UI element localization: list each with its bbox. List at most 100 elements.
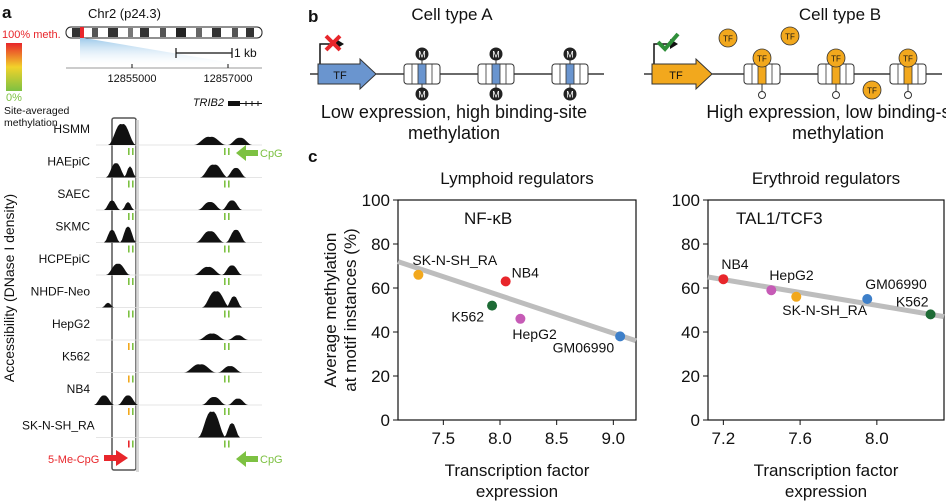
cpg-tick [128, 440, 130, 448]
dnase-peak [202, 397, 226, 405]
cpg-tick [128, 213, 130, 220]
y-tick-label: 60 [681, 279, 700, 298]
locus-marker [80, 27, 84, 38]
panel-letter-b: b [308, 7, 318, 26]
cell-a-caption-1: Low expression, high binding-site [321, 102, 587, 122]
activate-check-icon [656, 32, 680, 52]
dnase-peak [122, 202, 134, 210]
point-label: HepG2 [769, 267, 814, 283]
y-tick-label: 40 [681, 323, 700, 342]
dnase-peak [120, 226, 136, 243]
chromosome-label: Chr2 (p24.3) [88, 6, 161, 21]
data-point [500, 276, 511, 287]
x-axis-label-2: expression [476, 482, 558, 501]
data-point [413, 269, 424, 280]
dnase-peak [196, 231, 224, 243]
repress-cross-icon [324, 34, 342, 52]
y-tick-label: 20 [371, 367, 390, 386]
cpg-tick [224, 245, 226, 253]
methyl-mark-label: M [418, 90, 426, 100]
cpg-tick [228, 278, 230, 285]
track-label: HAEpiC [47, 155, 90, 169]
dnase-peak [102, 302, 114, 308]
data-point [515, 313, 526, 324]
dnase-peak [228, 398, 248, 405]
track-hepg2: HepG2 [52, 317, 262, 350]
track-saec: SAEC [57, 187, 262, 220]
cpg-tick [228, 408, 230, 415]
x-axis-label-1: Transcription factor [445, 461, 590, 480]
x-tick-label: 7.2 [712, 429, 736, 448]
tf-gene-a-label: TF [333, 70, 347, 82]
tf-protein [898, 48, 918, 68]
dnase-peak [194, 136, 226, 145]
dnase-peak [226, 229, 246, 243]
cpg-tick [132, 245, 134, 253]
chart-ylabel-2: at motif instances (%) [341, 228, 360, 391]
y-tick-label: 80 [371, 235, 390, 254]
free-tf-label: TF [867, 87, 877, 96]
tf-protein [752, 48, 772, 68]
dnase-peak [106, 263, 130, 275]
dnase-peak [222, 265, 242, 275]
cpg-tick [228, 245, 230, 253]
track-nb4: NB4 [67, 382, 262, 415]
methyl-mark-label: M [566, 50, 574, 60]
dnase-peak [226, 296, 242, 308]
methyl-mark-label: M [566, 90, 574, 100]
data-point [487, 300, 498, 311]
chart-title: Erythroid regulators [752, 169, 900, 188]
point-label: SK-N-SH_RA [782, 302, 867, 318]
methyl-mark [563, 87, 577, 101]
cpg-tick [128, 148, 130, 155]
methyl-mark-label: M [492, 90, 500, 100]
inset-label: NF-κB [464, 209, 512, 228]
dnase-peak [224, 423, 240, 438]
dnase-peak [198, 411, 226, 438]
cpg-arrow-top: CpG [236, 145, 283, 161]
nucleosome: TF [817, 48, 855, 99]
dnase-peak [184, 364, 216, 373]
chart-ylabel-1: Average methylation [321, 233, 340, 388]
cpg-tick [132, 278, 134, 285]
cpg-tick [224, 278, 226, 285]
accessibility-axis-label: Accessibility (DNase I density) [1, 194, 17, 382]
dnase-peak [226, 167, 246, 178]
cpg-tick [132, 408, 134, 415]
cpg-tick [228, 375, 230, 383]
dnase-peak [108, 124, 136, 145]
cpg-label-bottom: CpG [260, 454, 283, 466]
y-tick-label: 80 [681, 235, 700, 254]
cpg-tick [128, 180, 130, 188]
free-tf-protein: TF [862, 80, 882, 100]
cell-a-caption-2: methylation [408, 123, 500, 143]
y-tick-label: 0 [691, 411, 700, 430]
inset-label: TAL1/TCF3 [736, 209, 823, 228]
unmethyl-mark [904, 91, 912, 99]
cell-b-caption-2: methylation [792, 123, 884, 143]
legend-bottom-label: 0% [6, 92, 22, 104]
track-label: NB4 [67, 382, 91, 396]
unmethyl-mark [832, 91, 840, 99]
y-tick-label: 40 [371, 323, 390, 342]
legend-caption-1: Site-averaged [4, 105, 70, 117]
point-label: SK-N-SH_RA [412, 252, 497, 268]
dnase-peak [228, 335, 248, 340]
nucleosome: MM [477, 47, 515, 101]
nucleosome: TF [889, 48, 927, 99]
zoom-wedge [80, 38, 262, 68]
dnase-peak [194, 266, 222, 275]
y-tick-label: 20 [681, 367, 700, 386]
y-tick-label: 100 [362, 191, 390, 210]
dnase-tracks: HSMM HAEpiC SAEC SKMC HCPEpiC NHDF-Neo HepG2 K5… [22, 122, 262, 448]
tf-protein-label: TF [831, 55, 841, 64]
cpg-tick [224, 148, 226, 155]
dnase-peak [104, 229, 120, 243]
methyl-mark [415, 87, 429, 101]
cpg-tick [224, 213, 226, 220]
free-tf-protein: TF [780, 26, 800, 46]
x-axis-label-2: expression [785, 482, 867, 501]
panel-letter-c: c [308, 147, 317, 166]
